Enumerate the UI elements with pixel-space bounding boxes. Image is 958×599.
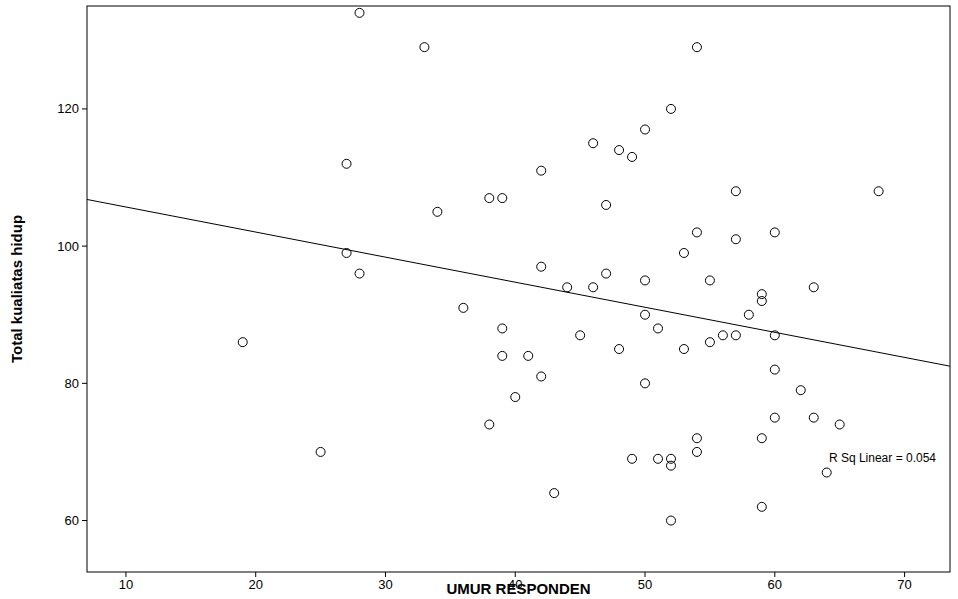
point — [342, 159, 351, 168]
y-axis-title: Total kualiatas hidup — [8, 215, 25, 363]
x-tick-label: 60 — [768, 577, 782, 592]
point — [874, 187, 883, 196]
point — [537, 166, 546, 175]
point — [628, 152, 637, 161]
point — [692, 43, 701, 52]
point — [615, 146, 624, 155]
x-tick-label: 30 — [378, 577, 392, 592]
point — [692, 228, 701, 237]
point — [485, 420, 494, 429]
point — [589, 139, 598, 148]
point — [744, 310, 753, 319]
point — [770, 228, 779, 237]
x-tick-label: 10 — [119, 577, 133, 592]
point — [641, 310, 650, 319]
trend-line — [87, 199, 950, 366]
point — [718, 331, 727, 340]
point — [809, 283, 818, 292]
y-tick — [82, 246, 87, 247]
point — [550, 489, 559, 498]
point — [641, 379, 650, 388]
point — [576, 331, 585, 340]
point — [563, 283, 572, 292]
point — [666, 104, 675, 113]
point — [692, 434, 701, 443]
x-tick-label: 20 — [248, 577, 262, 592]
annotation: R Sq Linear = 0.054 — [829, 451, 936, 465]
point — [666, 516, 675, 525]
point — [666, 461, 675, 470]
x-axis-title: UMUR RESPONDEN — [446, 580, 590, 597]
point — [628, 454, 637, 463]
point — [589, 283, 598, 292]
point — [770, 331, 779, 340]
point — [705, 276, 714, 285]
point — [615, 345, 624, 354]
point — [705, 338, 714, 347]
point — [537, 372, 546, 381]
marks — [87, 8, 950, 525]
point — [796, 386, 805, 395]
y-tick-label: 60 — [65, 513, 79, 528]
chart: 102030405060706080100120R Sq Linear = 0.… — [0, 0, 958, 599]
point — [731, 235, 740, 244]
point — [511, 393, 520, 402]
y-tick — [82, 108, 87, 109]
point — [731, 331, 740, 340]
point — [809, 413, 818, 422]
point — [654, 324, 663, 333]
point — [498, 324, 507, 333]
point — [355, 8, 364, 17]
point — [602, 269, 611, 278]
point — [822, 468, 831, 477]
point — [641, 276, 650, 285]
point — [679, 248, 688, 257]
point — [757, 434, 766, 443]
y-tick-label: 120 — [57, 101, 79, 116]
y-tick — [82, 520, 87, 521]
point — [692, 447, 701, 456]
y-tick — [82, 383, 87, 384]
point — [342, 248, 351, 257]
point — [654, 454, 663, 463]
point — [770, 413, 779, 422]
point — [524, 351, 533, 360]
point — [485, 194, 494, 203]
point — [757, 297, 766, 306]
point — [835, 420, 844, 429]
point — [420, 43, 429, 52]
y-tick-label: 100 — [57, 239, 79, 254]
point — [459, 303, 468, 312]
plot-frame — [87, 6, 950, 572]
point — [433, 207, 442, 216]
x-tick-label: 50 — [638, 577, 652, 592]
point — [537, 262, 546, 271]
point — [641, 125, 650, 134]
point — [602, 200, 611, 209]
y-tick-label: 80 — [65, 376, 79, 391]
point — [238, 338, 247, 347]
point — [679, 345, 688, 354]
x-tick-label: 70 — [897, 577, 911, 592]
annotation-bg — [827, 450, 938, 466]
point — [770, 365, 779, 374]
point — [498, 351, 507, 360]
point — [757, 502, 766, 511]
point — [316, 447, 325, 456]
point — [498, 194, 507, 203]
point — [355, 269, 364, 278]
point — [731, 187, 740, 196]
